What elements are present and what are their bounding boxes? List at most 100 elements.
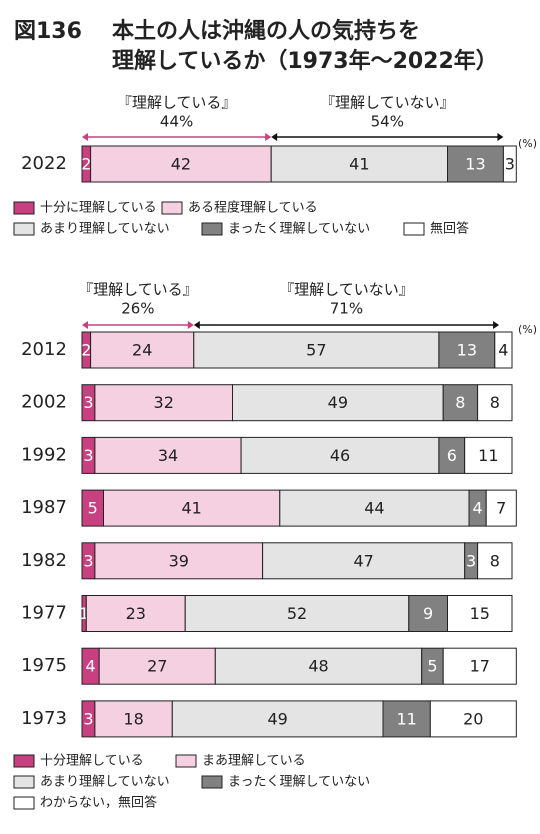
legend-label: ある程度理解している bbox=[188, 200, 318, 216]
legend-swatch bbox=[13, 201, 35, 215]
category-label: 1982 bbox=[21, 550, 67, 571]
bar-segment bbox=[438, 436, 466, 474]
bar-segment bbox=[103, 489, 281, 527]
bar-segment bbox=[184, 595, 410, 632]
data-label: 2 bbox=[81, 155, 91, 174]
bar-segment bbox=[408, 595, 448, 632]
legend-swatch bbox=[13, 754, 35, 768]
data-label: 49 bbox=[328, 393, 348, 412]
data-label: 20 bbox=[463, 709, 483, 728]
legend-swatch bbox=[13, 222, 35, 236]
bar-segment bbox=[477, 384, 513, 422]
bar-segment bbox=[442, 647, 517, 685]
data-label: 8 bbox=[490, 551, 500, 570]
bracket-label: 『理解している』 bbox=[117, 94, 237, 112]
data-label: 3 bbox=[83, 393, 93, 412]
bar-segment bbox=[485, 489, 517, 527]
bar-segment bbox=[240, 436, 440, 474]
data-label: 32 bbox=[154, 393, 174, 412]
bar-segment bbox=[447, 145, 504, 183]
bar-segment bbox=[442, 384, 479, 422]
data-label: 27 bbox=[147, 657, 167, 676]
bar-segment bbox=[98, 647, 216, 685]
bracket-label: 『理解していない』 bbox=[320, 94, 455, 112]
unit-label: (%) bbox=[518, 137, 537, 150]
bar-segment bbox=[270, 145, 449, 183]
data-label: 57 bbox=[306, 341, 326, 360]
bar-segment bbox=[94, 436, 242, 474]
data-label: 5 bbox=[88, 499, 98, 518]
legend-swatch bbox=[13, 775, 35, 789]
data-label: 7 bbox=[496, 499, 506, 518]
bar-segment bbox=[502, 145, 517, 183]
legend-label: まあ理解している bbox=[202, 754, 306, 769]
bar-segment bbox=[90, 145, 272, 183]
data-label: 3 bbox=[466, 551, 476, 570]
bar-segment bbox=[382, 700, 431, 738]
data-label: 48 bbox=[308, 657, 328, 676]
bar-segment bbox=[94, 542, 264, 580]
bar-segment bbox=[262, 542, 466, 580]
title-line: 本土の人は沖縄の人の気持ちを bbox=[112, 18, 420, 44]
data-label: 44 bbox=[364, 499, 384, 518]
bracket-value: 26% bbox=[121, 300, 154, 318]
data-label: 8 bbox=[455, 393, 465, 412]
data-label: 3 bbox=[83, 446, 93, 465]
unit-label: (%) bbox=[518, 323, 537, 336]
data-label: 3 bbox=[505, 155, 515, 174]
bar-segment bbox=[447, 595, 513, 632]
bar-segment bbox=[193, 331, 440, 369]
data-label: 24 bbox=[132, 341, 152, 360]
legend-label: 十分理解している bbox=[40, 754, 144, 769]
legend-label: 十分に理解している bbox=[40, 201, 157, 216]
bar-segment bbox=[90, 331, 195, 369]
legend-label: まったく理解していない bbox=[228, 222, 370, 237]
legend-swatch bbox=[403, 222, 425, 236]
data-label: 13 bbox=[457, 341, 477, 360]
data-label: 4 bbox=[498, 341, 508, 360]
arrow-head bbox=[187, 321, 194, 329]
data-label: 23 bbox=[126, 604, 146, 623]
category-label: 1992 bbox=[21, 444, 67, 465]
data-label: 42 bbox=[171, 155, 191, 174]
data-label: 11 bbox=[396, 709, 416, 728]
bracket-value: 44% bbox=[160, 113, 193, 131]
category-label: 2002 bbox=[21, 392, 67, 413]
data-label: 18 bbox=[123, 709, 143, 728]
arrow-head bbox=[82, 133, 88, 141]
data-label: 15 bbox=[470, 604, 490, 623]
data-label: 46 bbox=[330, 446, 350, 465]
title-line: 理解しているか（1973年〜2022年） bbox=[112, 48, 498, 74]
arrow-head bbox=[497, 133, 504, 141]
bracket-value: 71% bbox=[330, 300, 363, 318]
data-label: 4 bbox=[473, 499, 483, 518]
legend-label: あまり理解していない bbox=[40, 222, 170, 237]
legend-swatch bbox=[201, 775, 223, 789]
bar-segment bbox=[464, 436, 513, 474]
arrow-head bbox=[265, 133, 272, 141]
legend-swatch bbox=[201, 222, 223, 236]
legend-swatch bbox=[13, 796, 35, 810]
bar-segment bbox=[94, 700, 173, 738]
bar-segment bbox=[477, 542, 513, 580]
data-label: 49 bbox=[267, 709, 287, 728]
data-label: 1 bbox=[79, 604, 89, 623]
bar-segment bbox=[279, 489, 470, 527]
data-label: 5 bbox=[427, 657, 437, 676]
arrow-head bbox=[493, 321, 500, 329]
legend-label: 無回答 bbox=[430, 221, 469, 237]
data-label: 4 bbox=[86, 657, 96, 676]
bracket-label: 『理解していない』 bbox=[279, 281, 414, 299]
arrow-head bbox=[271, 133, 278, 141]
data-label: 9 bbox=[423, 604, 433, 623]
category-label: 2012 bbox=[21, 339, 67, 360]
category-label: 1975 bbox=[21, 655, 67, 676]
bar-segment bbox=[429, 700, 517, 738]
legend-label: まったく理解していない bbox=[228, 775, 370, 790]
legend-label: わからない，無回答 bbox=[40, 795, 157, 811]
arrow-head bbox=[193, 321, 200, 329]
data-label: 8 bbox=[490, 393, 500, 412]
category-label: 1987 bbox=[21, 497, 67, 518]
data-label: 6 bbox=[447, 446, 457, 465]
